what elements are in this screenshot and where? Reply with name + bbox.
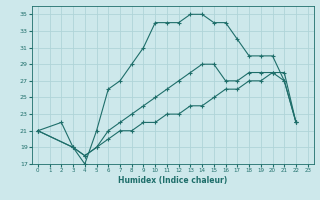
X-axis label: Humidex (Indice chaleur): Humidex (Indice chaleur) — [118, 176, 228, 185]
